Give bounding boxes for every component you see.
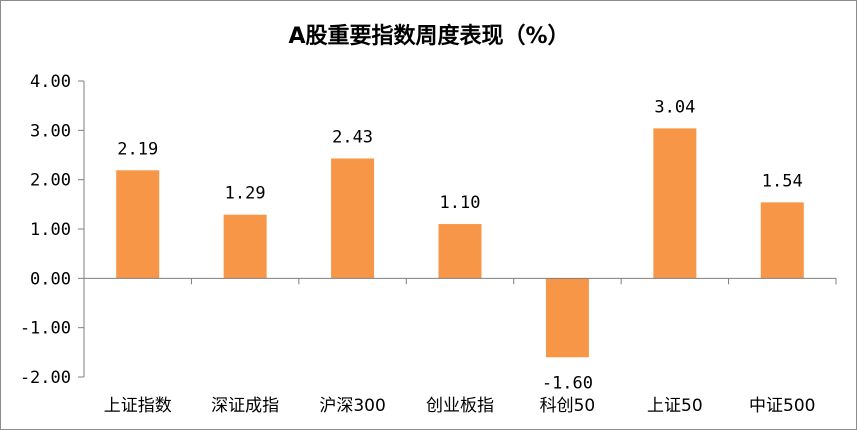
category-label: 沪深300	[319, 396, 385, 416]
bar	[653, 128, 697, 279]
data-labels: 2.19 1.29 2.43 1.10 -1.60 3.04 1.54	[117, 97, 803, 393]
y-tick-label: 3.00	[30, 121, 71, 141]
category-label: 科创50	[540, 396, 596, 416]
category-label: 上证50	[647, 396, 703, 416]
y-tick-label: 0.00	[30, 269, 71, 289]
y-tick-label: -2.00	[20, 368, 71, 388]
y-axis: 4.00 3.00 2.00 1.00 0.00 -1.00 -2.00	[20, 72, 85, 388]
data-label: 1.29	[225, 184, 266, 204]
y-tick-label: -1.00	[20, 319, 71, 339]
bar	[331, 158, 375, 279]
bars	[116, 128, 804, 358]
data-label: 1.54	[762, 171, 803, 191]
y-tick-label: 2.00	[30, 171, 71, 191]
category-label: 创业板指	[426, 396, 494, 416]
y-tick-label: 4.00	[30, 72, 71, 92]
category-label: 上证指数	[104, 396, 172, 416]
y-tick-label: 1.00	[30, 220, 71, 240]
category-label: 中证500	[749, 396, 815, 416]
bar	[116, 170, 160, 279]
chart-title: A股重要指数周度表现（%）	[288, 23, 569, 49]
bar	[760, 202, 804, 279]
data-label: 1.10	[440, 193, 481, 213]
bar	[223, 214, 267, 279]
data-label: 2.43	[332, 127, 373, 147]
data-label: 2.19	[117, 139, 158, 159]
category-label: 深证成指	[211, 396, 279, 416]
bar	[438, 224, 482, 279]
data-label: 3.04	[654, 97, 695, 117]
data-label: -1.60	[542, 373, 593, 393]
x-axis: 上证指数 深证成指 沪深300 创业板指 科创50 上证50 中证500	[83, 277, 837, 416]
bar	[545, 278, 589, 358]
